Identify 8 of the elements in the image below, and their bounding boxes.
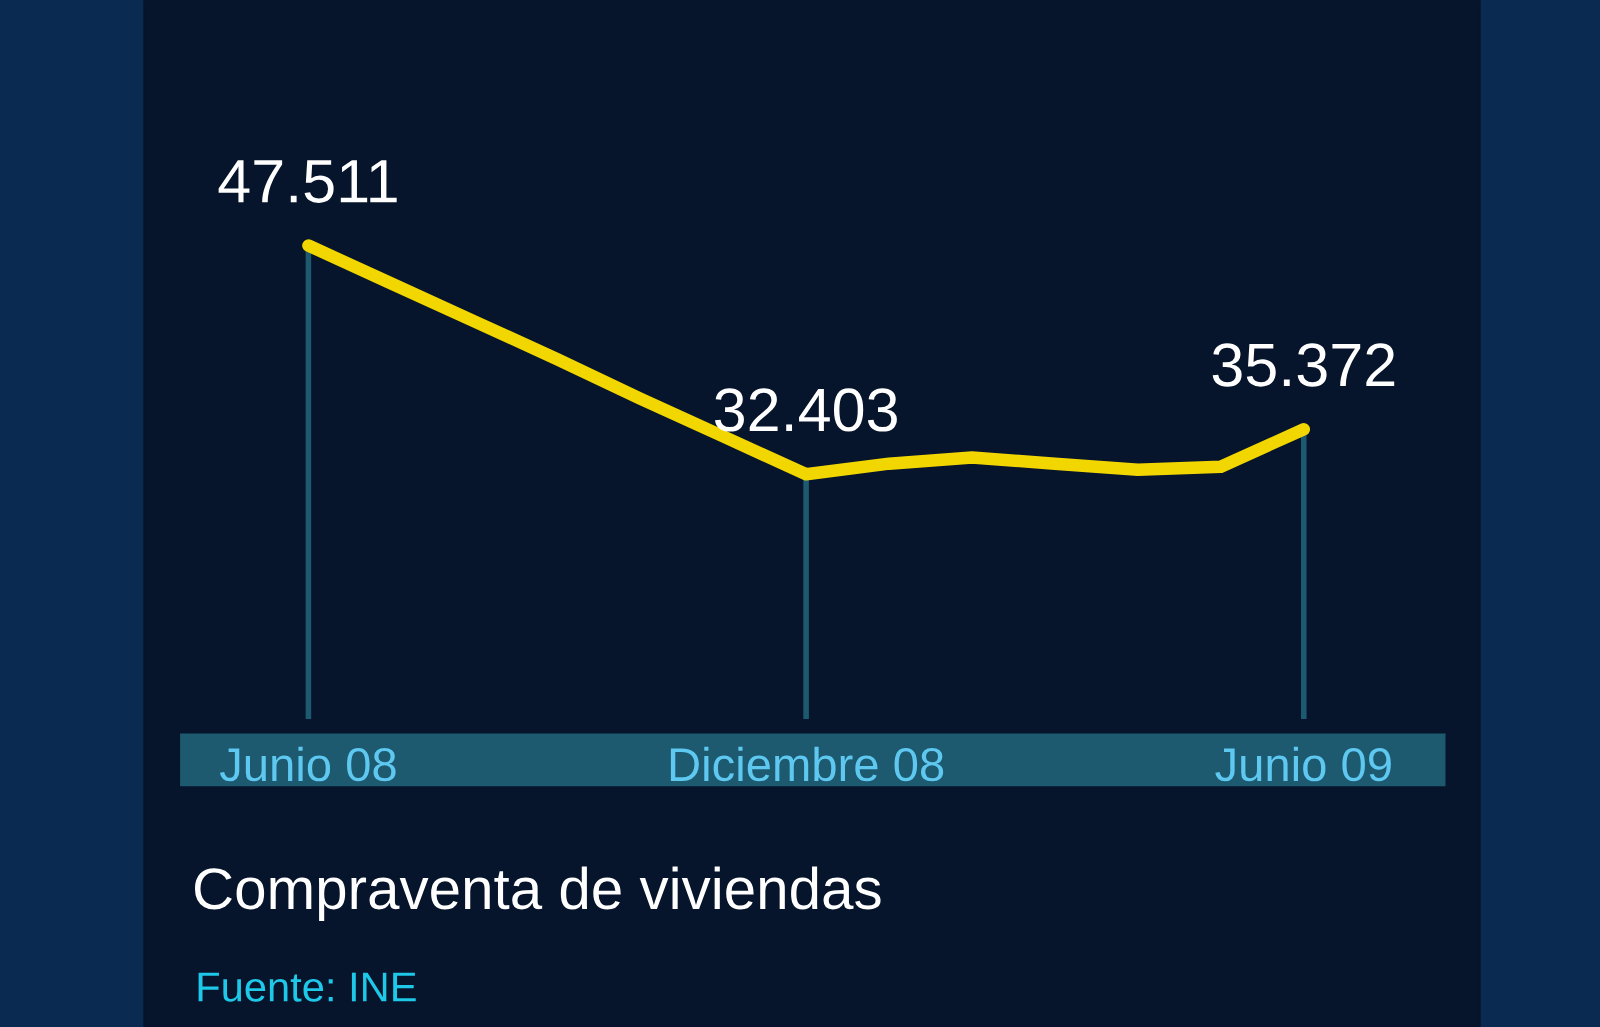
x-tick-label: Junio 08: [219, 746, 396, 782]
data-label: 47.511: [218, 160, 397, 203]
x-tick-label: Diciembre 08: [670, 746, 944, 782]
data-label: 35.372: [1212, 343, 1395, 387]
text: Compraventa de viviendas: [194, 866, 881, 921]
data-label: 32.403: [714, 388, 897, 432]
source-note: Fuente: INE: [198, 972, 416, 1002]
x-tick-label: Junio 09: [1215, 746, 1391, 782]
